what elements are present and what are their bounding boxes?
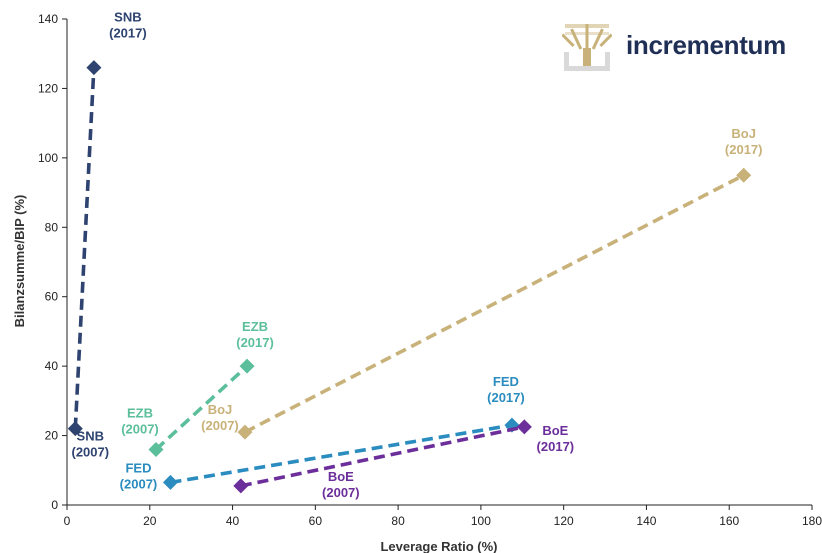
data-point-ezb-0	[148, 441, 164, 457]
point-label-line: (2017)	[236, 335, 274, 350]
series-line-fed	[170, 423, 513, 485]
y-tick-label: 20	[45, 429, 59, 443]
data-point-boe-1	[516, 419, 532, 435]
y-tick-label: 0	[51, 498, 58, 512]
series-boj	[237, 167, 752, 440]
point-label-boe-1: BoE (2017)	[537, 423, 575, 454]
brand-name: incrementum	[626, 30, 786, 60]
y-tick-label: 40	[45, 359, 59, 373]
data-point-fed-0	[162, 474, 178, 490]
x-tick-label: 160	[719, 514, 739, 528]
data-point-snb-1	[86, 60, 102, 76]
brand-logo: incrementum	[562, 22, 802, 74]
y-axis-title: Bilanzsumme/BIP (%)	[12, 195, 27, 328]
y-tick-label: 140	[38, 12, 58, 26]
data-point-snb-0	[67, 421, 83, 437]
x-tick-label: 120	[554, 514, 574, 528]
series-line-ezb	[154, 364, 249, 451]
series-line-boe	[240, 425, 525, 488]
series-boe	[233, 419, 532, 494]
x-tick-label: 60	[309, 514, 323, 528]
point-label-boj-1: BoJ (2017)	[725, 126, 763, 157]
data-point-ezb-1	[239, 358, 255, 374]
series-line-boj	[244, 173, 745, 434]
point-label-line: (2007)	[322, 485, 360, 500]
point-label-boj-0: BoJ (2007)	[201, 402, 239, 433]
tree-icon	[562, 24, 612, 71]
x-tick-label: 80	[391, 514, 405, 528]
point-label-line: (2017)	[109, 26, 147, 41]
y-tick-label: 80	[45, 220, 59, 234]
point-label-line: (2007)	[71, 445, 109, 460]
x-tick-label: 0	[64, 514, 71, 528]
point-label-line: FED	[493, 374, 519, 389]
point-label-line: BoE	[328, 469, 354, 484]
point-label-line: (2007)	[121, 421, 159, 436]
y-tick-label: 120	[38, 81, 58, 95]
point-label-line: EZB	[242, 319, 268, 334]
data-point-boj-1	[736, 167, 752, 183]
axes: 0 20 40 60 80 100 120 140 160 180 0 20 40 60 80 100 120 1…	[38, 12, 822, 528]
x-tick-label: 100	[471, 514, 491, 528]
point-label-boe-0: BoE (2007)	[322, 469, 360, 500]
y-tick-label: 100	[38, 151, 58, 165]
series-line-snb	[73, 67, 96, 429]
point-label-line: (2017)	[487, 390, 525, 405]
data-point-boe-0	[233, 478, 249, 494]
point-label-line: SNB	[77, 429, 104, 444]
point-label-line: EZB	[127, 405, 153, 420]
point-label-line: SNB	[114, 10, 141, 25]
x-tick-label: 140	[636, 514, 656, 528]
x-tick-label: 180	[802, 514, 822, 528]
point-label-ezb-0: EZB (2007)	[121, 405, 159, 436]
data-point-boj-0	[237, 424, 253, 440]
point-label-line: (2007)	[201, 418, 239, 433]
point-label-fed-1: FED (2017)	[487, 374, 525, 405]
point-label-snb-0: SNB (2007)	[71, 429, 109, 460]
point-label-line: (2017)	[537, 439, 575, 454]
point-label-snb-1: SNB (2017)	[109, 10, 147, 41]
point-label-line: FED	[125, 460, 151, 475]
x-axis-title: Leverage Ratio (%)	[380, 539, 497, 553]
point-label-fed-0: FED (2007)	[120, 460, 158, 491]
series-layer	[67, 60, 752, 494]
x-tick-label: 20	[143, 514, 157, 528]
point-label-line: BoE	[542, 423, 568, 438]
point-label-line: (2017)	[725, 142, 763, 157]
series-snb	[67, 60, 102, 437]
point-label-ezb-1: EZB (2017)	[236, 319, 274, 350]
series-ezb	[148, 358, 255, 457]
point-labels: SNB (2007)SNB (2017)EZB (2007)EZB (2017)BoJ(…	[71, 10, 762, 500]
point-label-line: BoJ	[208, 402, 233, 417]
point-label-line: (2007)	[120, 476, 158, 491]
x-tick-label: 40	[226, 514, 240, 528]
point-label-line: BoJ	[731, 126, 756, 141]
y-tick-label: 60	[45, 290, 59, 304]
